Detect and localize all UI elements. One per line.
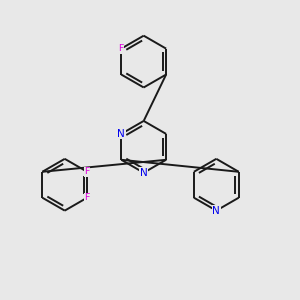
Text: N: N [117,129,125,139]
Text: F: F [85,167,90,176]
Text: N: N [212,206,220,216]
Text: F: F [118,44,124,53]
Text: F: F [85,193,90,202]
Text: N: N [140,168,148,178]
